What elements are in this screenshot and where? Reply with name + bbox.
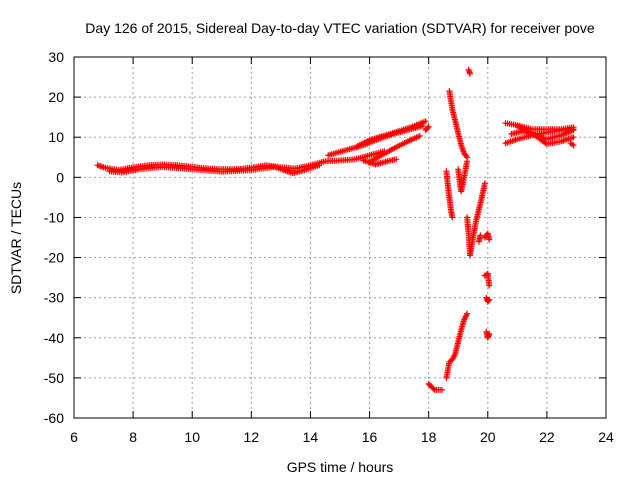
data-point [481, 180, 488, 187]
x-tick-label: 6 [70, 429, 78, 445]
x-tick-label: 8 [129, 429, 137, 445]
data-point [570, 127, 577, 133]
data-point [449, 214, 456, 221]
data-point [485, 297, 492, 304]
y-tick-label: -20 [44, 250, 64, 266]
grid-lines [74, 57, 606, 418]
series-group [94, 148, 388, 177]
y-tick-label: -60 [44, 410, 64, 426]
x-axis-label: GPS time / hours [287, 459, 394, 475]
data-point [464, 158, 471, 165]
x-tick-label: 14 [303, 429, 319, 445]
data-point [422, 118, 429, 125]
y-tick-label: 0 [56, 169, 64, 185]
y-tick-label: 30 [48, 49, 64, 65]
data-point [570, 142, 577, 149]
data-point [486, 282, 493, 289]
data-point [439, 386, 445, 393]
y-tick-label: -10 [44, 209, 64, 225]
y-tick-label: -30 [44, 290, 64, 306]
data-point [570, 134, 577, 141]
data-point [430, 385, 437, 392]
data-point [425, 123, 432, 130]
data-point [424, 124, 431, 131]
plot-frame [73, 56, 607, 419]
data-point [477, 232, 484, 239]
data-point [486, 330, 493, 337]
x-tick-label: 16 [362, 429, 378, 445]
x-tick-label: 12 [244, 429, 260, 445]
y-tick-label: -40 [44, 330, 64, 346]
data-point [416, 133, 423, 139]
data-point [467, 70, 473, 77]
y-tick-label: 10 [48, 129, 64, 145]
series-group [425, 66, 493, 393]
x-tick-label: 10 [184, 429, 200, 445]
y-axis-label: SDTVAR / TECUs [8, 182, 24, 294]
series-group [325, 118, 432, 168]
x-tick-label: 20 [480, 429, 496, 445]
chart-title: Day 126 of 2015, Sidereal Day-to-day VTE… [85, 20, 595, 36]
x-tick-label: 24 [598, 429, 614, 445]
y-tick-label: -50 [44, 370, 64, 386]
data-point [464, 310, 471, 317]
series-group [502, 120, 577, 149]
y-tick-label: 20 [48, 89, 64, 105]
x-tick-label: 22 [539, 429, 555, 445]
x-tick-label: 18 [421, 429, 437, 445]
axis-ticks: 6 8 10 12 14 16 18 20 22 24 30 20 10 0 -10 -20 -30 -40 -50… [44, 49, 614, 445]
data-point [486, 296, 493, 303]
data-point [316, 162, 323, 169]
data-point [486, 236, 493, 243]
data-point [393, 156, 400, 163]
data-points [94, 66, 577, 393]
